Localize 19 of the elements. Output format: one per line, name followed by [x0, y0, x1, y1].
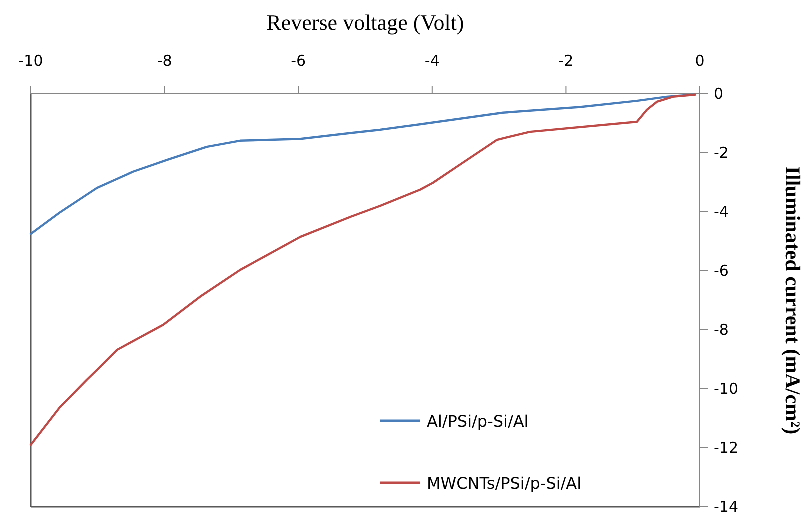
y-axis-title: Illuminated current (mA/cm²)	[781, 166, 805, 435]
x-tick-label: -10	[18, 52, 44, 70]
y-tick-label: -8	[714, 321, 729, 339]
legend-label: Al/PSi/p-Si/Al	[427, 412, 529, 431]
y-tick-label: -4	[714, 203, 729, 221]
y-tick-label: -2	[714, 144, 729, 162]
x-axis-title: Reverse voltage (Volt)	[266, 10, 464, 35]
y-tick-label: -12	[714, 439, 738, 457]
y-tick-label: -6	[714, 262, 729, 280]
y-tick-label: -14	[714, 498, 738, 516]
y-tick-label: -10	[714, 380, 738, 398]
line-series	[30, 94, 696, 446]
x-tick-label: -2	[558, 52, 574, 70]
y-tick-label: 0	[714, 85, 724, 103]
x-tick-label: -4	[424, 52, 440, 70]
x-tick-label: -8	[157, 52, 172, 70]
x-tick-label: 0	[695, 52, 705, 70]
x-tick-label: -6	[291, 52, 306, 70]
legend-label: MWCNTs/PSi/p-Si/Al	[427, 474, 582, 493]
